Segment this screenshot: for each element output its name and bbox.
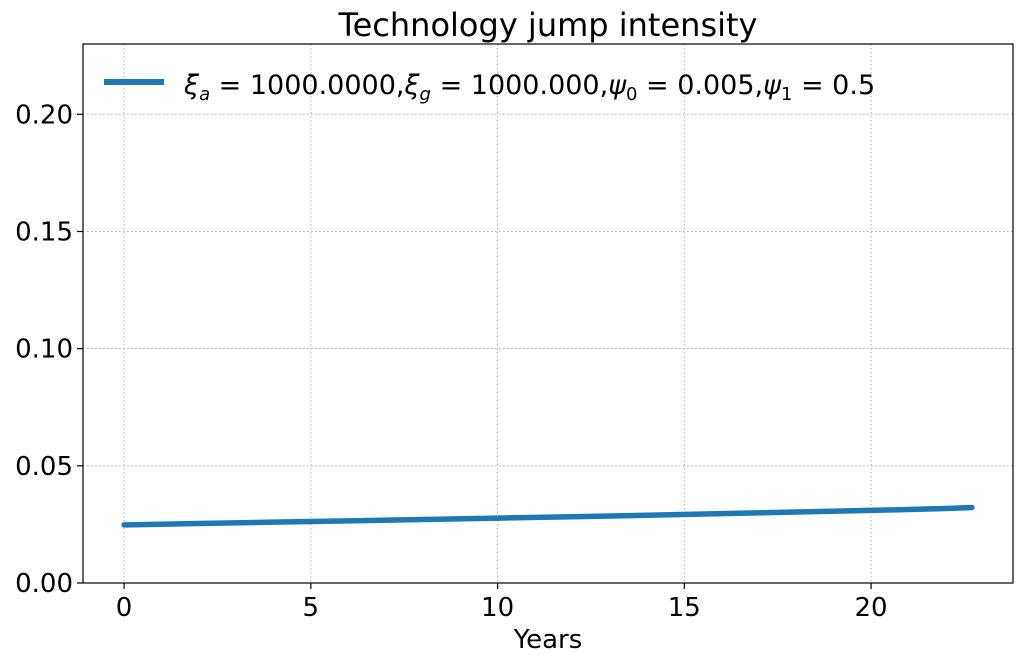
x-axis-ticks: 0 5 10 15 20 [116, 583, 888, 623]
series-layer [121, 504, 975, 528]
series-line [121, 504, 975, 528]
y-tick-label: 0.20 [15, 100, 73, 130]
x-axis-label: Years [513, 625, 583, 655]
legend: ξa = 1000.0000,ξg = 1000.000,ψ0 = 0.005,… [104, 70, 875, 105]
x-tick-label: 15 [668, 593, 701, 623]
grid-lines [83, 44, 1013, 584]
y-tick-label: 0.05 [15, 452, 73, 482]
x-tick-label: 20 [855, 593, 888, 623]
y-axis-ticks: 0.00 0.05 0.10 0.15 0.20 [15, 100, 83, 599]
y-tick-label: 0.10 [15, 335, 73, 365]
x-tick-label: 0 [116, 593, 133, 623]
plot-area-frame [82, 43, 1014, 584]
y-tick-label: 0.15 [15, 217, 73, 247]
x-tick-label: 10 [481, 593, 514, 623]
y-tick-label: 0.00 [15, 569, 73, 599]
x-tick-label: 5 [303, 593, 320, 623]
chart-title: Technology jump intensity [338, 6, 758, 44]
legend-entry: ξa = 1000.0000,ξg = 1000.000,ψ0 = 0.005,… [183, 70, 875, 105]
